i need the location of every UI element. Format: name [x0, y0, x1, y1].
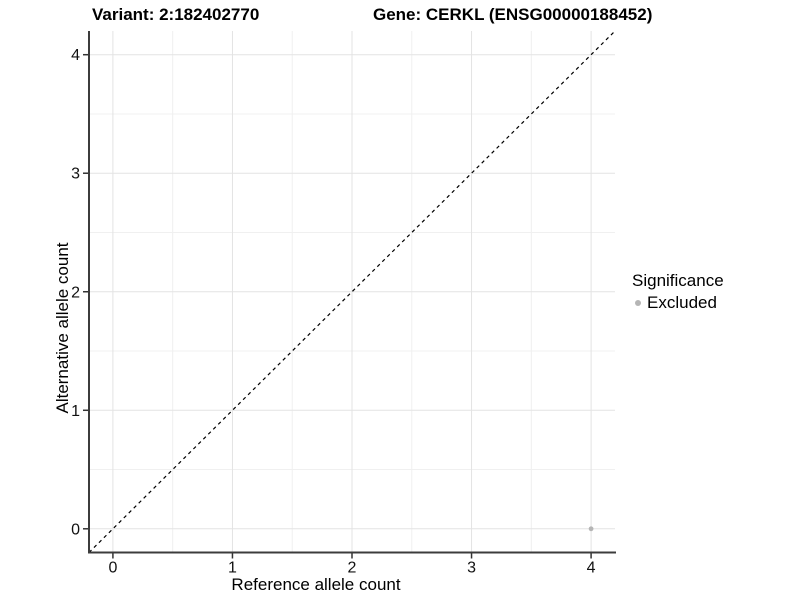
legend: Significance Excluded: [632, 271, 724, 313]
legend-title: Significance: [632, 271, 724, 290]
identity-line: [88, 30, 616, 553]
variant-title: Variant: 2:182402770: [92, 5, 260, 24]
excluded-point-icon: [635, 300, 641, 306]
x-tick-label: 1: [228, 560, 237, 577]
y-tick-label: 1: [71, 403, 80, 420]
x-tick-label: 3: [467, 560, 476, 577]
legend-item-excluded: Excluded: [632, 293, 724, 313]
legend-item-label: Excluded: [647, 293, 717, 312]
x-tick-label: 4: [587, 560, 596, 577]
y-tick-label: 0: [71, 521, 80, 538]
y-tick-label: 2: [71, 284, 80, 301]
y-tick-label: 3: [71, 166, 80, 183]
data-point: [588, 526, 594, 532]
gene-title: Gene: CERKL (ENSG00000188452): [373, 5, 653, 24]
x-axis-label: Reference allele count: [231, 575, 401, 594]
y-axis-label: Alternative allele count: [53, 242, 72, 414]
x-tick-label: 0: [108, 560, 117, 577]
y-tick-label: 4: [71, 47, 80, 64]
x-tick-label: 2: [348, 560, 357, 577]
